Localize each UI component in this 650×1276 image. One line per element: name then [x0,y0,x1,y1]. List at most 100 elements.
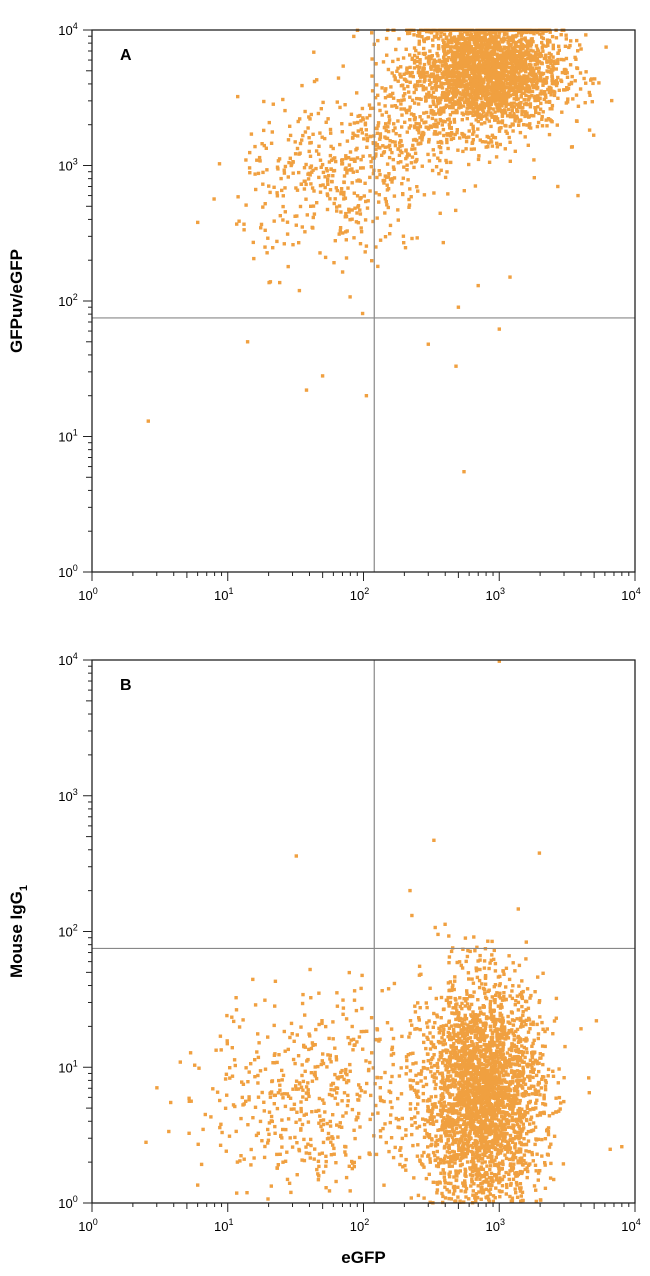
data-point [516,1089,520,1094]
data-point [421,132,425,137]
data-point [369,134,373,139]
data-point [385,53,389,57]
data-point [432,153,436,157]
data-point [496,975,501,979]
data-point [326,117,330,121]
data-point [346,156,351,160]
data-point [508,140,512,144]
data-point [489,1028,493,1032]
data-point [406,31,410,36]
data-point [456,48,461,52]
data-point [324,120,328,124]
data-point [443,59,447,63]
data-point [383,145,387,149]
data-point [490,86,494,91]
data-point [473,65,478,69]
data-point [333,197,337,201]
data-point [578,87,583,91]
data-point [443,1108,447,1113]
data-point [308,117,312,121]
data-point [463,87,468,92]
data-point [370,31,374,35]
data-point [427,62,431,66]
data-point [490,144,495,148]
data-point [465,1110,469,1115]
data-point [317,175,321,180]
data-point [463,1022,467,1026]
data-point [290,162,294,166]
data-point [350,136,355,140]
data-point [483,75,488,79]
data-point [396,99,400,103]
data-point [536,975,540,979]
data-point [391,91,395,96]
data-point [408,65,412,70]
data-point [481,66,485,70]
data-point [506,95,510,99]
data-point [526,1030,531,1034]
data-point [503,147,507,151]
data-point [436,101,440,106]
data-point [440,1111,444,1116]
data-point [476,127,480,131]
data-point [536,120,541,125]
data-point [464,1186,469,1191]
data-point [393,140,397,144]
data-point [464,1017,469,1021]
data-point [514,1101,518,1106]
data-point [470,94,474,99]
data-point [505,65,509,69]
data-point [490,84,494,88]
data-point [318,158,323,162]
data-point [444,1142,449,1146]
data-point [526,143,530,147]
data-point [488,1160,492,1164]
data-point [405,163,409,167]
data-point [442,1161,446,1165]
data-point [512,78,516,82]
data-point [404,1157,408,1162]
data-point [426,1037,430,1041]
data-point [489,140,494,144]
data-point [544,100,549,104]
data-point [508,1099,512,1104]
data-point [464,1155,468,1159]
data-point [488,1045,492,1050]
data-point [516,1134,520,1138]
data-point [493,95,497,99]
data-point [446,92,451,96]
data-point [344,211,348,216]
data-point [431,90,436,94]
data-point [500,88,505,92]
data-point [451,1027,456,1032]
data-point [248,171,252,175]
data-point [377,200,381,204]
data-point [496,1056,500,1061]
data-point [486,84,491,89]
data-point [373,96,378,100]
data-point [511,38,515,42]
data-point [261,182,265,186]
data-point [487,97,491,101]
data-point [460,67,464,71]
data-point [534,77,538,81]
data-point [442,133,446,138]
data-point [447,117,451,121]
data-point [574,57,578,61]
data-point [499,126,503,130]
data-point [554,67,558,71]
data-point [483,1121,487,1125]
data-point [469,78,474,83]
data-point [489,124,493,129]
data-point [431,110,436,114]
data-point [467,73,472,78]
data-point [510,1118,515,1123]
data-point [343,103,347,107]
data-point [565,75,570,79]
data-point [245,340,250,344]
data-point [424,125,428,129]
data-point [523,98,527,102]
data-point [447,1150,452,1155]
data-point [527,67,532,71]
data-point [521,989,525,994]
